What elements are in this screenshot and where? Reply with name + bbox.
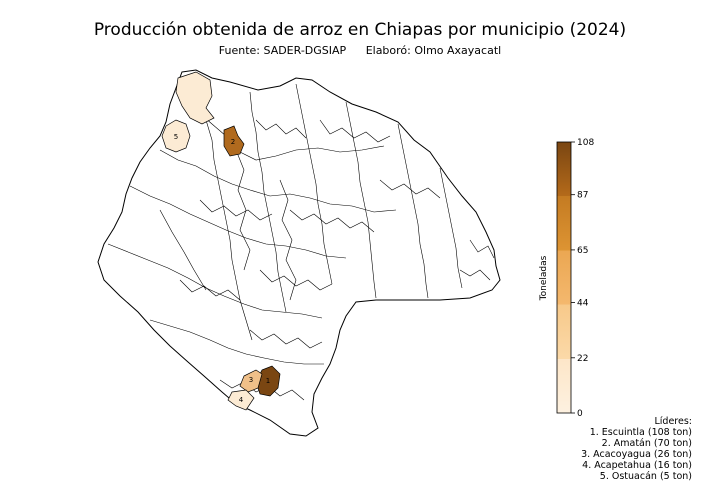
label-rank-2: 2 — [231, 138, 235, 146]
colorbar-tick-label: 108 — [577, 138, 594, 148]
label-rank-5: 5 — [174, 133, 178, 141]
leader-labels: 5 2 1 3 4 — [174, 133, 270, 404]
author-label: Elaboró: Olmo Axayacatl — [365, 44, 502, 57]
map-subtitle: Fuente: SADER-DGSIAP Elaboró: Olmo Axaya… — [0, 44, 720, 57]
colorbar-label: Toneladas — [539, 255, 549, 301]
colorbar-tick-label: 65 — [577, 246, 588, 256]
leader-item: 3. Acacoyagua (26 ton) — [581, 449, 692, 460]
leader-municipalities — [161, 71, 281, 411]
leader-item: 5. Ostuacán (5 ton) — [599, 471, 692, 482]
leaders-legend: Líderes: 1. Escuintla (108 ton) 2. Amatá… — [581, 416, 692, 482]
leader-item: 4. Acapetahua (16 ton) — [582, 460, 692, 471]
colorbar-tick-label: 22 — [577, 354, 588, 364]
municipality-acacoyagua — [239, 369, 263, 393]
municipality-amatan — [223, 125, 245, 157]
leader-item: 1. Escuintla (108 ton) — [589, 427, 692, 438]
label-rank-1: 1 — [266, 377, 270, 385]
source-label: Fuente: SADER-DGSIAP — [218, 44, 347, 57]
colorbar-tick-label: 44 — [577, 299, 589, 309]
map-title: Producción obtenida de arroz en Chiapas … — [93, 20, 627, 40]
municipality-ostuacan-north — [175, 71, 215, 125]
colorbar-ramp — [556, 141, 572, 414]
label-rank-3: 3 — [249, 376, 253, 384]
municipality-ostuacan — [161, 119, 191, 153]
state-outline — [97, 69, 501, 437]
colorbar-tick-label: 87 — [577, 191, 588, 201]
leaders-heading: Líderes: — [654, 416, 693, 427]
colorbar: 0 22 44 65 87 108 Toneladas — [539, 138, 594, 419]
municipality-acapetahua — [227, 389, 255, 411]
municipal-boundaries — [107, 83, 495, 401]
colorbar-tick-label: 0 — [577, 409, 583, 419]
label-rank-4: 4 — [239, 396, 244, 404]
leader-item: 2. Amatán (70 ton) — [601, 438, 692, 449]
